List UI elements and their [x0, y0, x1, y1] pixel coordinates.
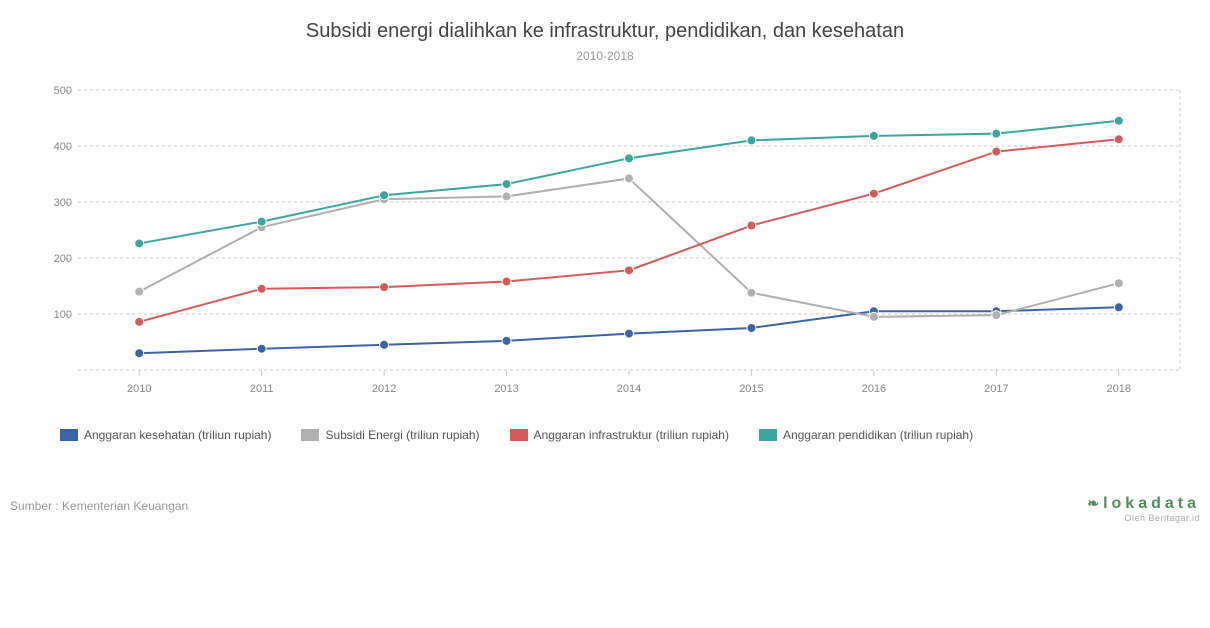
source-text: Sumber : Kementerian Keuangan	[10, 499, 188, 513]
series-point-infrastruktur	[992, 147, 1001, 156]
series-point-infrastruktur	[257, 284, 266, 293]
series-point-pendidikan	[992, 129, 1001, 138]
x-tick-label: 2013	[494, 383, 518, 395]
legend-item-pendidikan: Anggaran pendidikan (triliun rupiah)	[759, 428, 973, 442]
x-tick-label: 2015	[739, 383, 763, 395]
legend-label: Anggaran pendidikan (triliun rupiah)	[783, 428, 973, 442]
leaf-icon: ❧	[1087, 495, 1103, 511]
series-point-infrastruktur	[625, 266, 634, 275]
series-line-subsidi	[139, 178, 1119, 316]
series-point-subsidi	[502, 192, 511, 201]
series-point-infrastruktur	[1114, 135, 1123, 144]
legend-item-kesehatan: Anggaran kesehatan (triliun rupiah)	[60, 428, 271, 442]
series-point-subsidi	[135, 287, 144, 296]
x-tick-label: 2014	[617, 383, 641, 395]
series-point-subsidi	[625, 174, 634, 183]
series-point-subsidi	[869, 312, 878, 321]
series-point-kesehatan	[502, 336, 511, 345]
x-tick-label: 2011	[250, 383, 274, 395]
logo-sub-text: Oleh Beritagar.id	[1087, 513, 1200, 523]
logo-main: ❧lokadata	[1087, 495, 1200, 513]
series-point-kesehatan	[380, 340, 389, 349]
chart-title: Subsidi energi dialihkan ke infrastruktu…	[0, 0, 1210, 43]
series-point-kesehatan	[747, 324, 756, 333]
x-tick-label: 2016	[862, 383, 886, 395]
legend-label: Anggaran kesehatan (triliun rupiah)	[84, 428, 271, 442]
y-tick-label: 500	[54, 85, 72, 97]
series-point-infrastruktur	[747, 221, 756, 230]
legend-label: Anggaran infrastruktur (triliun rupiah)	[534, 428, 729, 442]
series-point-pendidikan	[135, 239, 144, 248]
series-point-kesehatan	[625, 329, 634, 338]
series-point-pendidikan	[380, 191, 389, 200]
series-point-infrastruktur	[502, 277, 511, 286]
series-line-infrastruktur	[139, 139, 1119, 322]
series-point-subsidi	[747, 288, 756, 297]
series-point-kesehatan	[135, 349, 144, 358]
series-point-pendidikan	[625, 154, 634, 163]
legend-swatch	[301, 429, 319, 441]
legend-item-subsidi: Subsidi Energi (triliun rupiah)	[301, 428, 479, 442]
chart-area: 1002003004005002010201120122013201420152…	[50, 80, 1190, 380]
series-point-infrastruktur	[380, 283, 389, 292]
series-point-pendidikan	[502, 180, 511, 189]
legend-swatch	[510, 429, 528, 441]
legend-swatch	[60, 429, 78, 441]
y-tick-label: 400	[54, 141, 72, 153]
series-point-subsidi	[992, 311, 1001, 320]
y-tick-label: 100	[54, 309, 72, 321]
legend-label: Subsidi Energi (triliun rupiah)	[325, 428, 479, 442]
series-point-subsidi	[1114, 279, 1123, 288]
series-point-pendidikan	[869, 131, 878, 140]
x-tick-label: 2018	[1107, 383, 1131, 395]
series-point-pendidikan	[1114, 116, 1123, 125]
series-point-pendidikan	[257, 217, 266, 226]
series-point-kesehatan	[257, 344, 266, 353]
line-chart-svg: 100 200 300 400 500 2010 2011 2012 2013 2014 2015 2…	[50, 80, 1190, 420]
legend-item-infrastruktur: Anggaran infrastruktur (triliun rupiah)	[510, 428, 729, 442]
logo: ❧lokadata Oleh Beritagar.id	[1087, 495, 1200, 523]
x-tick-label: 2010	[127, 383, 151, 395]
chart-subtitle: 2010-2018	[0, 49, 1210, 63]
logo-main-text: lokadata	[1103, 495, 1200, 512]
x-tick-label: 2012	[372, 383, 396, 395]
series-point-pendidikan	[747, 136, 756, 145]
y-tick-label: 300	[54, 197, 72, 209]
legend-swatch	[759, 429, 777, 441]
y-tick-label: 200	[54, 253, 72, 265]
series-point-infrastruktur	[135, 317, 144, 326]
legend: Anggaran kesehatan (triliun rupiah) Subsi…	[60, 420, 1160, 450]
series-point-infrastruktur	[869, 189, 878, 198]
series-point-kesehatan	[1114, 303, 1123, 312]
x-tick-label: 2017	[984, 383, 1008, 395]
